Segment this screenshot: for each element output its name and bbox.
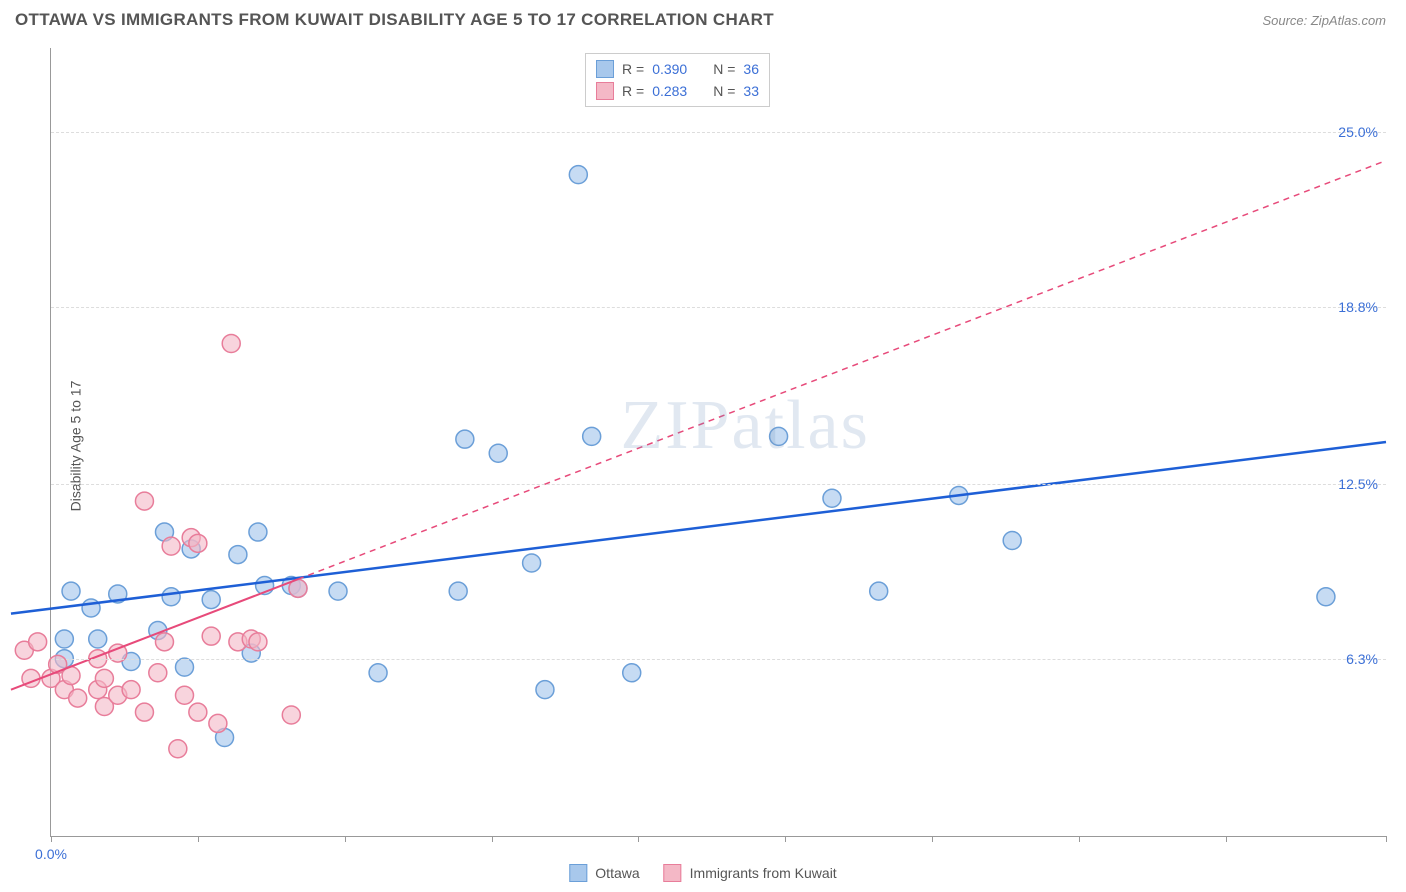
data-point <box>369 664 387 682</box>
data-point <box>176 658 194 676</box>
data-point <box>282 706 300 724</box>
x-tick <box>51 836 52 842</box>
legend-n-label: N = <box>713 80 735 102</box>
x-tick <box>1386 836 1387 842</box>
legend-item: Immigrants from Kuwait <box>664 864 837 882</box>
data-point <box>176 686 194 704</box>
trend-line <box>11 442 1386 614</box>
y-tick-label: 12.5% <box>1338 476 1378 492</box>
data-point <box>189 703 207 721</box>
data-point <box>55 630 73 648</box>
data-point <box>249 523 267 541</box>
data-point <box>536 681 554 699</box>
legend-n-label: N = <box>713 58 735 80</box>
data-point <box>202 591 220 609</box>
data-point <box>222 335 240 353</box>
legend-row: R = 0.390 N = 36 <box>596 58 759 80</box>
x-tick <box>1226 836 1227 842</box>
chart-svg <box>51 48 1386 836</box>
data-point <box>135 703 153 721</box>
legend-label: Immigrants from Kuwait <box>690 865 837 881</box>
gridline <box>51 484 1386 485</box>
chart-plot-area: ZIPatlas R =0.390N =36R =0.283N =33 6.3%… <box>50 48 1386 837</box>
legend-r-value: 0.283 <box>652 80 687 102</box>
legend-swatch <box>664 864 682 882</box>
trend-line-dashed <box>298 161 1386 580</box>
data-point <box>823 489 841 507</box>
y-tick-label: 6.3% <box>1346 651 1378 667</box>
x-tick <box>492 836 493 842</box>
data-point <box>523 554 541 572</box>
chart-header: OTTAWA VS IMMIGRANTS FROM KUWAIT DISABIL… <box>0 0 1406 40</box>
x-tick <box>932 836 933 842</box>
x-tick <box>198 836 199 842</box>
legend-swatch <box>569 864 587 882</box>
data-point <box>623 664 641 682</box>
data-point <box>89 630 107 648</box>
data-point <box>162 537 180 555</box>
data-point <box>189 534 207 552</box>
chart-source: Source: ZipAtlas.com <box>1262 13 1386 28</box>
legend-series: Ottawa Immigrants from Kuwait <box>569 864 836 882</box>
data-point <box>209 714 227 732</box>
data-point <box>122 681 140 699</box>
gridline <box>51 659 1386 660</box>
data-point <box>1317 588 1335 606</box>
x-tick-label: 0.0% <box>35 846 67 862</box>
data-point <box>870 582 888 600</box>
data-point <box>29 633 47 651</box>
legend-n-value: 36 <box>743 58 759 80</box>
data-point <box>62 582 80 600</box>
data-point <box>95 669 113 687</box>
legend-r-value: 0.390 <box>652 58 687 80</box>
data-point <box>489 444 507 462</box>
data-point <box>569 166 587 184</box>
y-tick-label: 25.0% <box>1338 124 1378 140</box>
chart-title: OTTAWA VS IMMIGRANTS FROM KUWAIT DISABIL… <box>15 10 774 30</box>
data-point <box>249 633 267 651</box>
data-point <box>169 740 187 758</box>
data-point <box>449 582 467 600</box>
legend-n-value: 33 <box>743 80 759 102</box>
data-point <box>162 588 180 606</box>
data-point <box>202 627 220 645</box>
data-point <box>149 664 167 682</box>
x-tick <box>345 836 346 842</box>
data-point <box>329 582 347 600</box>
legend-r-label: R = <box>622 80 644 102</box>
legend-swatch <box>596 60 614 78</box>
legend-correlation: R = 0.390 N = 36 R = 0.283 N = 33 <box>585 53 770 107</box>
legend-r-label: R = <box>622 58 644 80</box>
data-point <box>155 633 173 651</box>
data-point <box>1003 532 1021 550</box>
data-point <box>135 492 153 510</box>
y-tick-label: 18.8% <box>1338 299 1378 315</box>
data-point <box>229 546 247 564</box>
legend-item: Ottawa <box>569 864 639 882</box>
x-tick <box>785 836 786 842</box>
data-point <box>456 430 474 448</box>
gridline <box>51 307 1386 308</box>
legend-label: Ottawa <box>595 865 639 881</box>
x-tick <box>1079 836 1080 842</box>
x-tick <box>638 836 639 842</box>
data-point <box>69 689 87 707</box>
gridline <box>51 132 1386 133</box>
legend-swatch <box>596 82 614 100</box>
legend-row: R = 0.283 N = 33 <box>596 80 759 102</box>
data-point <box>583 427 601 445</box>
data-point <box>770 427 788 445</box>
